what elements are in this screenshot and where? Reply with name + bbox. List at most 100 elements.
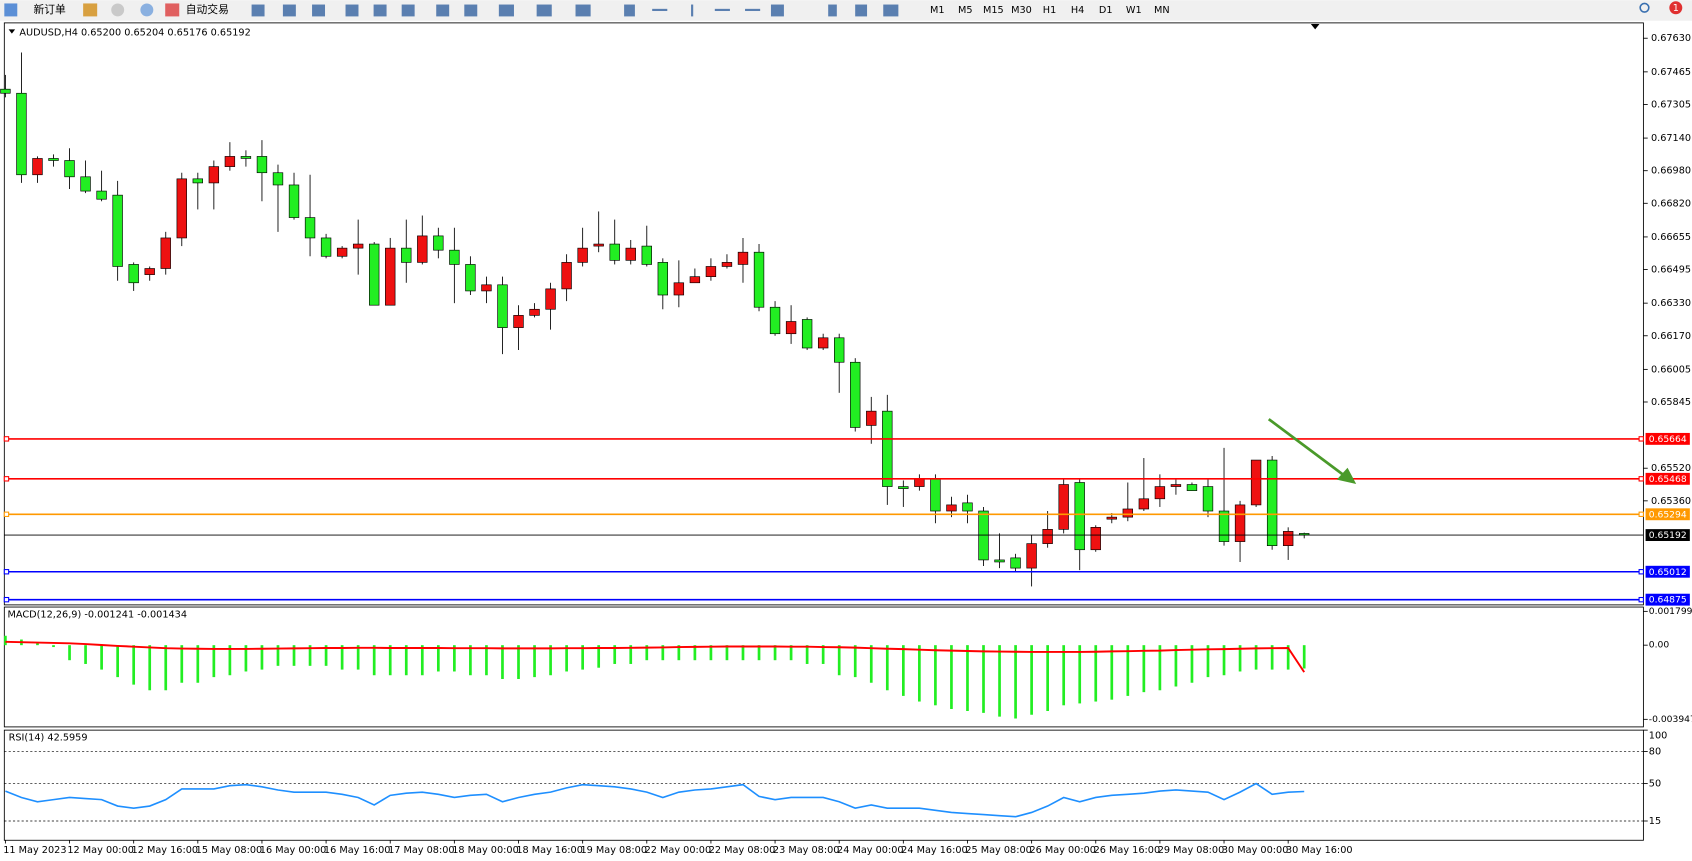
- rsi-line: [5, 782, 1305, 818]
- x-tick-label: 18 May 00:00: [452, 845, 519, 856]
- candle-body: [1106, 516, 1117, 520]
- toolbar-icon[interactable]: [111, 3, 125, 17]
- candle-body: [705, 266, 717, 277]
- symbol-menu-arrow[interactable]: [8, 29, 16, 34]
- timeframe-button[interactable]: D1: [1099, 5, 1113, 16]
- toolbar-icon[interactable]: [140, 3, 154, 17]
- timeframe-button[interactable]: W1: [1126, 5, 1142, 16]
- x-tick-label: 16 May 16:00: [324, 845, 391, 856]
- rsi-title: RSI(14) 42.5959: [9, 733, 88, 744]
- candle-body: [1154, 486, 1166, 500]
- y-tick-label: 0.66170: [1651, 331, 1691, 342]
- timeframe-bar: M1 M5 M15 M30 H1 H4 D1 W1 MN: [930, 5, 1170, 16]
- y-tick-label: 0.001799: [1649, 606, 1692, 617]
- level-handle: [1638, 476, 1644, 482]
- timeframe-button[interactable]: M15: [983, 5, 1004, 16]
- y-tick-label: 0.67465: [1651, 67, 1691, 78]
- candle-body: [1250, 459, 1262, 506]
- timeframe-button[interactable]: M5: [958, 5, 973, 16]
- candle-body: [577, 247, 588, 263]
- new-order-button[interactable]: 新订单: [33, 3, 66, 16]
- main-panel: [3, 22, 1644, 606]
- timeframe-button[interactable]: MN: [1154, 5, 1170, 16]
- trend-arrow: [1267, 418, 1357, 484]
- candle-body: [1058, 484, 1069, 530]
- level-handle: [3, 476, 10, 482]
- price-label-box: [1645, 565, 1690, 578]
- level-handle: [3, 596, 10, 603]
- candle-body: [721, 262, 733, 267]
- y-tick-label: 0.66655: [1651, 232, 1691, 243]
- candle-body: [128, 264, 139, 284]
- candle-body: [834, 337, 845, 363]
- candle-body: [465, 264, 476, 292]
- candle-body: [288, 184, 300, 218]
- candle-body: [625, 247, 636, 261]
- candle-body: [336, 247, 348, 257]
- candle-body: [513, 315, 524, 328]
- candle-body: [1202, 486, 1214, 512]
- level-handle: [1638, 596, 1644, 603]
- level-handle: [1638, 569, 1644, 575]
- y-tick-label: 0.67630: [1651, 33, 1691, 44]
- x-tick-label: 22 May 08:00: [709, 845, 776, 856]
- candle-body: [1042, 529, 1053, 544]
- candle-body: [1170, 484, 1182, 487]
- timeframe-button[interactable]: H4: [1071, 5, 1084, 16]
- candle-body: [192, 178, 203, 184]
- candle-body: [882, 410, 893, 487]
- auto-trading-icon[interactable]: [165, 3, 180, 17]
- x-tick-label: 16 May 00:00: [260, 845, 327, 856]
- timeframe-button[interactable]: M1: [930, 5, 945, 16]
- candle-body: [914, 478, 925, 487]
- y-tick-label: 0.00: [1649, 640, 1670, 651]
- new-order-icon[interactable]: [4, 3, 18, 17]
- price-label: 0.64875: [1649, 595, 1687, 606]
- candle-body: [1010, 557, 1021, 569]
- x-tick-label: 24 May 00:00: [837, 845, 904, 856]
- x-tick-label: 22 May 00:00: [645, 845, 712, 856]
- candle-body: [769, 306, 781, 335]
- candle-body: [689, 276, 701, 284]
- candle-body: [433, 235, 444, 251]
- price-label: 0.65192: [1649, 530, 1687, 541]
- candle-body: [497, 284, 508, 328]
- toolbar-tools[interactable]: [251, 4, 899, 17]
- y-tick-label: 0.66495: [1651, 265, 1691, 276]
- x-tick-label: 25 May 08:00: [965, 845, 1032, 856]
- search-icon[interactable]: [1639, 2, 1650, 13]
- y-tick-label: 80: [1649, 747, 1661, 758]
- candle-body: [641, 245, 652, 265]
- candle-body: [545, 288, 556, 310]
- auto-trading-button[interactable]: 自动交易: [186, 3, 229, 16]
- timeframe-button[interactable]: M30: [1011, 5, 1032, 16]
- candle-body: [16, 92, 27, 176]
- candle-body: [449, 249, 460, 265]
- candle-body: [176, 178, 187, 239]
- y-tick-label: -0.003947: [1649, 714, 1692, 725]
- candle-body: [417, 235, 428, 263]
- candle-body: [112, 194, 123, 267]
- chart-title: AUDUSD,H4 0.65200 0.65204 0.65176 0.6519…: [19, 28, 250, 39]
- x-tick-label: 15 May 08:00: [196, 845, 263, 856]
- x-tick-label: 30 May 00:00: [1222, 845, 1289, 856]
- toolbar-icon[interactable]: [83, 3, 98, 17]
- candle-body: [866, 410, 877, 426]
- y-tick-label: 0.66980: [1651, 166, 1691, 177]
- x-tick-label: 18 May 16:00: [516, 845, 583, 856]
- level-handle: [3, 436, 10, 442]
- price-label-box: [1645, 508, 1690, 521]
- y-tick-label: 0.67305: [1651, 99, 1691, 110]
- level-handle: [1638, 436, 1644, 442]
- candle-body: [80, 176, 91, 192]
- candle-body: [1090, 526, 1101, 551]
- timeframe-button[interactable]: H1: [1043, 5, 1056, 16]
- candle-body: [898, 486, 909, 489]
- notification-badge[interactable]: [1669, 1, 1683, 15]
- level-handle: [1638, 511, 1644, 517]
- y-tick-label: 0.66005: [1651, 364, 1691, 375]
- price-label-box: [1645, 432, 1690, 445]
- candle-body: [32, 158, 43, 176]
- candle-body: [673, 282, 685, 296]
